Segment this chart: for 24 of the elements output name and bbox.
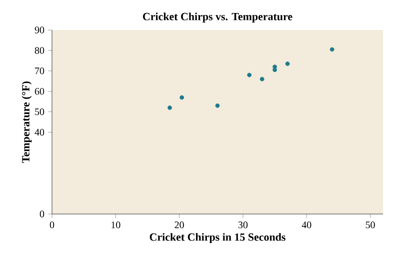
y-tick-label: 90 <box>34 26 44 34</box>
y-axis-title: Temperature (°F) <box>22 81 32 163</box>
point <box>247 72 252 78</box>
y-tick-label: 0 <box>40 210 44 218</box>
point <box>272 64 277 69</box>
x-tick-label: 40 <box>302 222 312 228</box>
point <box>215 103 220 108</box>
x-axis-title: Cricket Chirps in 15 Seconds <box>150 233 286 244</box>
y-tick-label: 40 <box>34 128 44 136</box>
point <box>285 62 290 66</box>
point <box>260 76 264 82</box>
point <box>330 47 334 52</box>
x-tick-label: 20 <box>174 222 184 228</box>
y-tick-label: 50 <box>35 108 44 116</box>
point <box>168 106 172 110</box>
x-tick-label: 50 <box>366 222 375 228</box>
point <box>180 95 184 100</box>
x-tick-label: 30 <box>238 222 248 228</box>
x-tick-label: 0 <box>50 222 54 228</box>
x-tick-label: 10 <box>112 222 120 228</box>
y-tick-label: 80 <box>34 47 44 54</box>
y-tick-label: 70 <box>35 68 44 74</box>
y-tick-label: 60 <box>34 88 44 95</box>
chart-title: Cricket Chirps vs. Temperature <box>143 12 292 23</box>
